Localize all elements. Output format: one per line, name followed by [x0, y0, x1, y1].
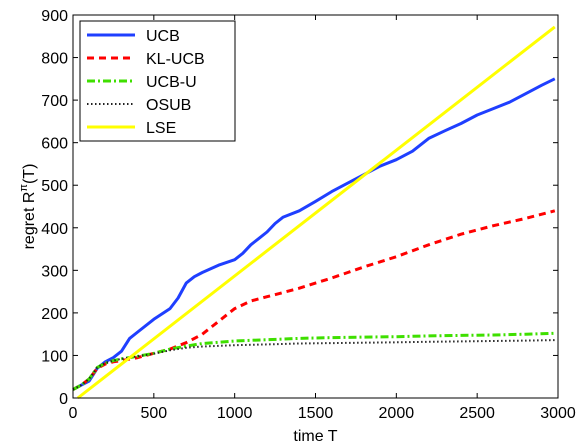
y-tick-label: 900 — [41, 8, 68, 25]
y-axis-label-main: regret R — [21, 192, 38, 250]
legend-label: UCB-U — [146, 74, 197, 91]
y-tick-label: 400 — [41, 221, 68, 238]
series-line-lse — [76, 25, 556, 400]
y-tick-label: 500 — [41, 178, 68, 195]
y-axis-label-tail: (T) — [21, 164, 38, 184]
y-tick-label: 100 — [41, 348, 68, 365]
legend-label: OSUB — [146, 97, 191, 114]
x-tick-label: 1500 — [298, 405, 334, 422]
y-tick-label: 0 — [59, 391, 68, 408]
series-line-ucb — [72, 77, 556, 391]
x-tick-label: 3000 — [540, 405, 576, 422]
y-tick-label: 200 — [41, 306, 68, 323]
legend-label: LSE — [146, 120, 176, 137]
x-tick-label: 500 — [140, 405, 167, 422]
legend-label: UCB — [146, 28, 180, 45]
legend-label: KL-UCB — [146, 51, 205, 68]
series-layer — [72, 25, 556, 400]
tick-layer: 0 500 1000 1500 2000 2500 3000 0 100 200 300 400 500… — [41, 8, 576, 422]
series-line-osub — [72, 339, 555, 391]
y-tick-label: 800 — [41, 51, 68, 68]
series-line-kl-ucb — [72, 209, 556, 391]
y-axis-label-superscript: π — [18, 184, 30, 192]
x-tick-label: 1000 — [217, 405, 253, 422]
y-tick-label: 600 — [41, 136, 68, 153]
x-tick-label: 2500 — [459, 405, 495, 422]
legend: UCB KL-UCB UCB-U OSUB LSE — [79, 20, 236, 142]
x-tick-label: 0 — [69, 405, 78, 422]
x-axis-label: time T — [293, 428, 337, 444]
y-axis-label: regret Rπ(T) — [18, 164, 38, 250]
y-tick-label: 700 — [41, 93, 68, 110]
x-tick-label: 2000 — [379, 405, 415, 422]
y-tick-label: 300 — [41, 263, 68, 280]
series-line-ucb-u — [72, 331, 555, 391]
